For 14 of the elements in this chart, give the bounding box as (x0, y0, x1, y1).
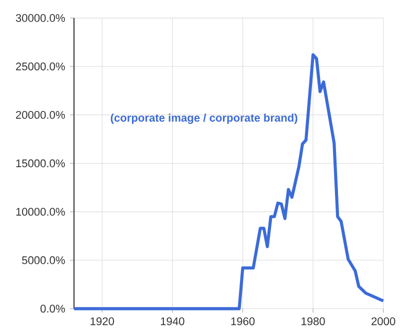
line-series (72, 53, 385, 310)
x-tick-label: 1920 (90, 317, 114, 326)
x-tick-label: 1960 (231, 317, 255, 326)
x-tick-label: 1980 (302, 317, 325, 326)
series-label: (corporate image / corporate brand) (110, 114, 298, 124)
y-tick-label: 30000.0% (16, 14, 65, 22)
y-tick-label: 25000.0% (16, 62, 65, 70)
x-tick-label: 1940 (160, 317, 184, 326)
y-tick-label: 20000.0% (16, 110, 65, 119)
y-tick-label: 0.0% (40, 304, 65, 313)
x-tick-label: 2000 (372, 317, 396, 326)
y-tick-label: 5000.0% (22, 256, 65, 264)
y-tick-label: 15000.0% (16, 159, 65, 168)
y-tick-label: 10000.0% (16, 208, 65, 216)
